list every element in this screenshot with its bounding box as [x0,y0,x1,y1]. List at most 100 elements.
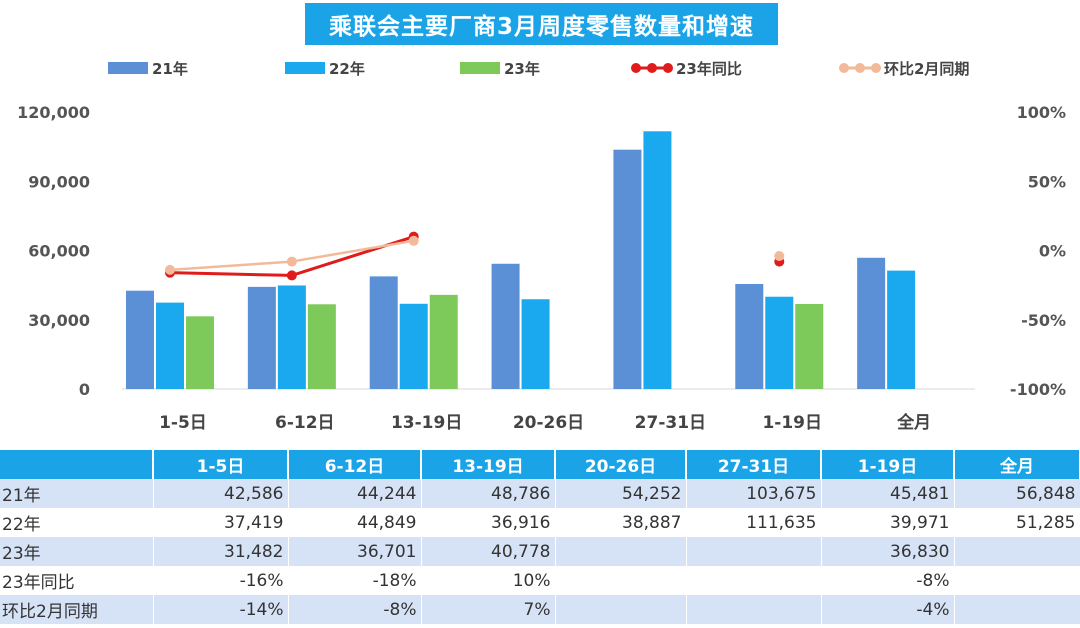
legend-swatch-23年 [460,62,500,74]
table-cell [686,566,822,595]
table-cell [686,595,822,624]
table-cell [555,537,687,566]
legend-label: 23年 [504,60,540,78]
bar-22年 [643,131,672,389]
legend-swatch-22年 [285,62,325,74]
table-cell: 51,285 [954,508,1080,537]
table-row-label: 21年 [0,479,154,508]
line-segment-环比2月同期 [291,239,414,263]
legend-label: 21年 [152,60,188,78]
x-tick-label: 13-19日 [391,413,462,433]
line-point-环比2月同期 [774,251,785,262]
table-cell: 39,971 [821,508,955,537]
y-left-tick-label: 60,000 [28,242,90,261]
table-row-label: 22年 [0,508,154,537]
legend-label: 23年同比 [676,60,742,78]
table-row-label: 23年同比 [0,566,154,595]
line-segment-23年同比 [291,235,415,277]
bar-21年 [613,149,642,389]
line-segment-环比2月同期 [169,260,292,272]
table-cell: -8% [821,566,955,595]
bar-23年 [307,304,336,389]
table-cell: -18% [288,566,422,595]
bar-21年 [247,286,276,389]
table-header-row: 1-5日 6-12日 13-19日 20-26日 27-31日 1-19日 全月 [0,450,1080,479]
table-row: 环比2月同期 -14% -8% 7% -4% [0,595,1080,624]
table-cell [555,595,687,624]
table-header-cell: 全月 [954,450,1080,479]
table-cell: 56,848 [954,479,1080,508]
line-point-23年同比 [286,270,297,281]
y-left-tick-label: 90,000 [28,172,90,191]
table-cell [954,537,1080,566]
table-cell: 42,586 [153,479,289,508]
bar-21年 [491,263,520,389]
x-tick-label: 全月 [896,412,931,433]
legend-label: 22年 [329,60,365,78]
table-row-label: 23年 [0,537,154,566]
table-header-cell: 13-19日 [421,450,556,479]
bar-22年 [887,270,916,389]
table-cell [555,566,687,595]
x-tick-label: 20-26日 [513,413,584,433]
table-cell: 48,786 [421,479,556,508]
bar-22年 [156,302,184,389]
table-header-cell: 27-31日 [686,450,822,479]
bar-21年 [369,276,398,389]
y-right-tick-label: 0% [1039,242,1066,261]
legend-marker-环比2月同期 [839,63,849,73]
table-cell: 36,830 [821,537,955,566]
legend-marker-23年同比 [631,63,641,73]
table-cell [686,537,822,566]
chart-title: 乘联会主要厂商3月周度零售数量和增速 [305,3,778,45]
table-cell: 40,778 [421,537,556,566]
legend-swatch-21年 [108,62,148,74]
x-tick-label: 6-12日 [275,413,335,433]
table-cell: 103,675 [686,479,822,508]
table-cell: 38,887 [555,508,687,537]
table-cell: 44,849 [288,508,422,537]
bar-21年 [857,257,886,389]
table-cell: 7% [421,595,556,624]
table-header-cell: 6-12日 [288,450,422,479]
bar-22年 [399,303,428,389]
x-tick-label: 27-31日 [635,413,706,433]
table-row: 22年 37,419 44,849 36,916 38,887 111,635 39,971… [0,508,1080,537]
table-header-cell [0,450,154,479]
table-cell: 54,252 [555,479,687,508]
table-row-label: 环比2月同期 [0,595,154,624]
table-header-cell: 20-26日 [555,450,687,479]
table-cell: 36,701 [288,537,422,566]
table-cell: 10% [421,566,556,595]
line-segment-23年同比 [169,271,292,277]
table-cell: -16% [153,566,289,595]
table-row: 23年同比 -16% -18% 10% -8% [0,566,1080,595]
data-table: 1-5日 6-12日 13-19日 20-26日 27-31日 1-19日 全月 21年 42,… [0,450,1080,624]
bar-22年 [765,296,794,389]
line-point-环比2月同期 [165,264,175,275]
table-cell: 37,419 [153,508,289,537]
table-cell: 111,635 [686,508,822,537]
table-cell: -14% [153,595,289,624]
bar-21年 [735,284,764,389]
legend-marker-23年同比 [663,63,673,73]
line-point-环比2月同期 [408,235,419,246]
bar-23年 [429,294,458,389]
legend-marker-23年同比 [647,63,657,73]
table-cell: 45,481 [821,479,955,508]
bar-23年 [186,316,214,389]
table-cell [954,566,1080,595]
table-cell: -4% [821,595,955,624]
y-right-tick-label: -50% [1021,311,1066,330]
legend-marker-环比2月同期 [871,63,881,73]
table-header-cell: 1-19日 [821,450,955,479]
table-header-cell: 1-5日 [153,450,289,479]
y-left-tick-label: 120,000 [17,103,90,122]
y-right-tick-label: -100% [1010,380,1066,399]
legend-marker-环比2月同期 [855,63,865,73]
legend-label: 环比2月同期 [884,60,969,78]
table-cell: 31,482 [153,537,289,566]
bar-21年 [126,290,154,389]
table-cell: -8% [288,595,422,624]
y-right-tick-label: 100% [1017,103,1066,122]
